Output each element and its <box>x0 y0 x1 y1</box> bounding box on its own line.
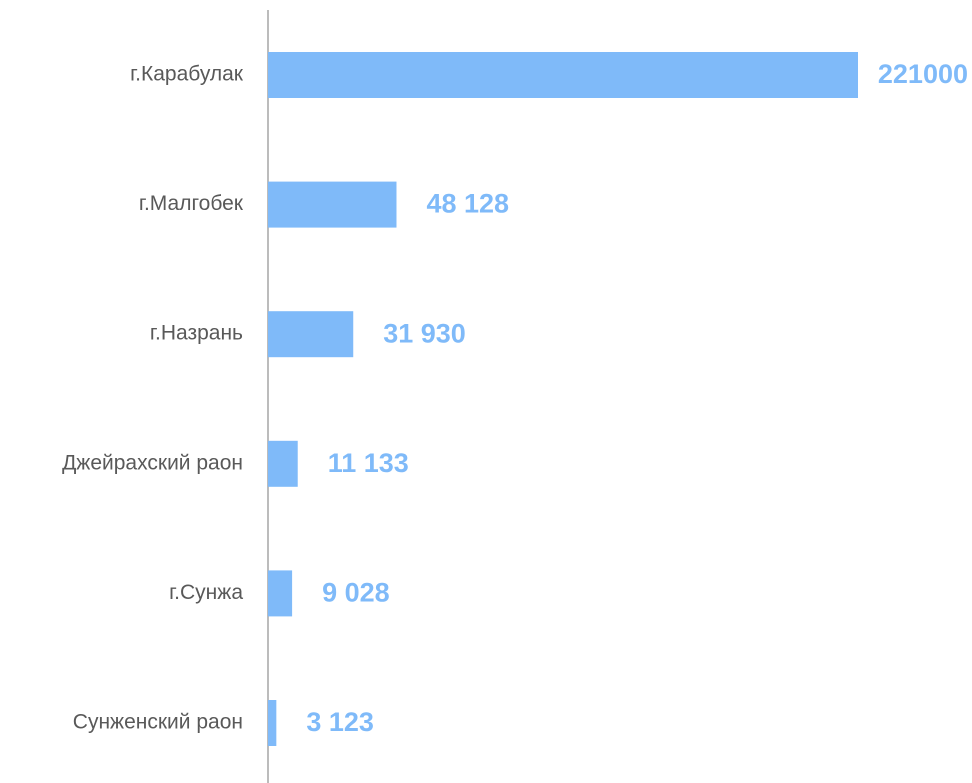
bar <box>268 311 354 358</box>
category-label: г.Назрань <box>150 322 243 345</box>
bar <box>268 181 397 228</box>
category-label: г.Малгобек <box>139 192 244 215</box>
bar <box>268 52 858 98</box>
bar <box>268 570 293 617</box>
value-label: 31 930 <box>383 318 466 348</box>
value-label: 11 133 <box>328 448 409 478</box>
category-label: г.Карабулак <box>130 63 244 86</box>
category-label: Сунженский раон <box>73 711 243 734</box>
bar <box>268 700 277 746</box>
bar <box>268 440 298 487</box>
value-label: 48 128 <box>426 189 509 219</box>
value-label: 3 123 <box>306 707 374 737</box>
value-label: 9 028 <box>322 578 390 608</box>
category-label: Джейрахский раон <box>62 451 243 474</box>
category-label: г.Сунжа <box>169 581 243 604</box>
value-label: 221000 <box>878 59 968 89</box>
